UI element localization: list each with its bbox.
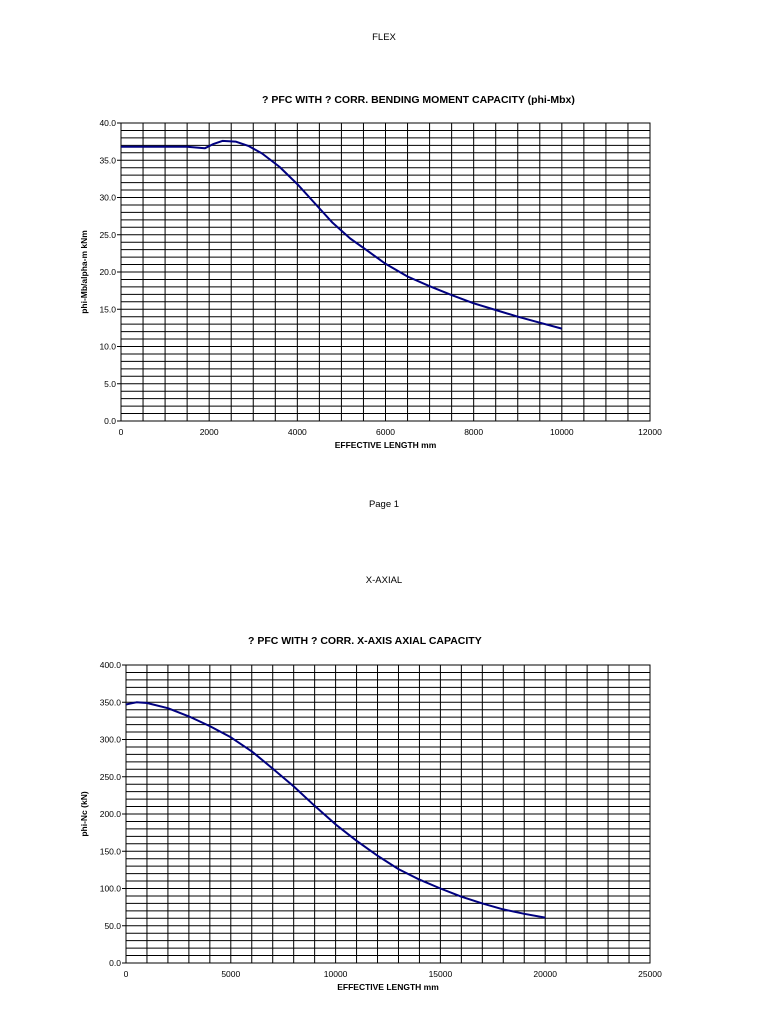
y-tick-label: 50.0 — [104, 921, 121, 931]
x-tick-label: 25000 — [638, 969, 662, 979]
x-tick-label: 10000 — [324, 969, 348, 979]
y-tick-label: 0.0 — [109, 958, 121, 968]
y-tick-label: 100.0 — [100, 884, 122, 894]
page-header-x-axial: X-AXIAL — [365, 575, 403, 586]
series-line — [121, 139, 563, 330]
chart-title-axial: ? PFC WITH ? CORR. X-AXIS AXIAL CAPACITY — [248, 635, 482, 647]
y-tick-label: 30.0 — [99, 193, 116, 203]
x-tick-label: 0 — [119, 427, 124, 437]
x-axis-label: EFFECTIVE LENGTH mm — [337, 982, 439, 992]
x-axis-label: EFFECTIVE LENGTH mm — [335, 440, 437, 450]
x-tick-label: 10000 — [550, 427, 574, 437]
series-line — [125, 701, 546, 919]
y-tick-label: 0.0 — [104, 416, 116, 426]
x-tick-label: 4000 — [288, 427, 307, 437]
x-tick-label: 0 — [124, 969, 129, 979]
x-tick-label: 15000 — [429, 969, 453, 979]
x-tick-label: 8000 — [464, 427, 483, 437]
grid-lines — [120, 122, 651, 422]
x-tick-label: 12000 — [638, 427, 662, 437]
y-axis-label: phi-Nc (kN) — [79, 791, 89, 837]
y-tick-label: 15.0 — [99, 304, 116, 314]
y-tick-label: 150.0 — [100, 846, 122, 856]
y-tick-label: 40.0 — [99, 118, 116, 128]
y-tick-label: 5.0 — [104, 379, 116, 389]
y-axis-label: phi-Mb/alpha-m kNm — [79, 230, 89, 314]
page-footer: Page 1 — [368, 499, 400, 510]
y-tick-label: 350.0 — [100, 697, 122, 707]
y-tick-label: 200.0 — [100, 809, 122, 819]
x-tick-label: 5000 — [221, 969, 240, 979]
x-tick-label: 6000 — [376, 427, 395, 437]
y-tick-label: 400.0 — [100, 660, 122, 670]
chart-title-bending: ? PFC WITH ? CORR. BENDING MOMENT CAPACI… — [262, 94, 575, 106]
bending-moment-chart: 0.0 5.0 10.0 15.0 20.0 25.0 30.0 35.0 40.0 0 2000 4… — [79, 118, 662, 450]
y-tick-label: 20.0 — [99, 267, 116, 277]
y-tick-label: 300.0 — [100, 735, 122, 745]
y-tick-label: 250.0 — [100, 772, 122, 782]
y-tick-label: 35.0 — [99, 155, 116, 165]
x-tick-label: 2000 — [200, 427, 219, 437]
page-header-flex: FLEX — [372, 32, 396, 43]
grid-lines — [125, 664, 651, 964]
y-tick-label: 25.0 — [99, 230, 116, 240]
x-tick-label: 20000 — [533, 969, 557, 979]
y-tick-label: 10.0 — [99, 342, 116, 352]
